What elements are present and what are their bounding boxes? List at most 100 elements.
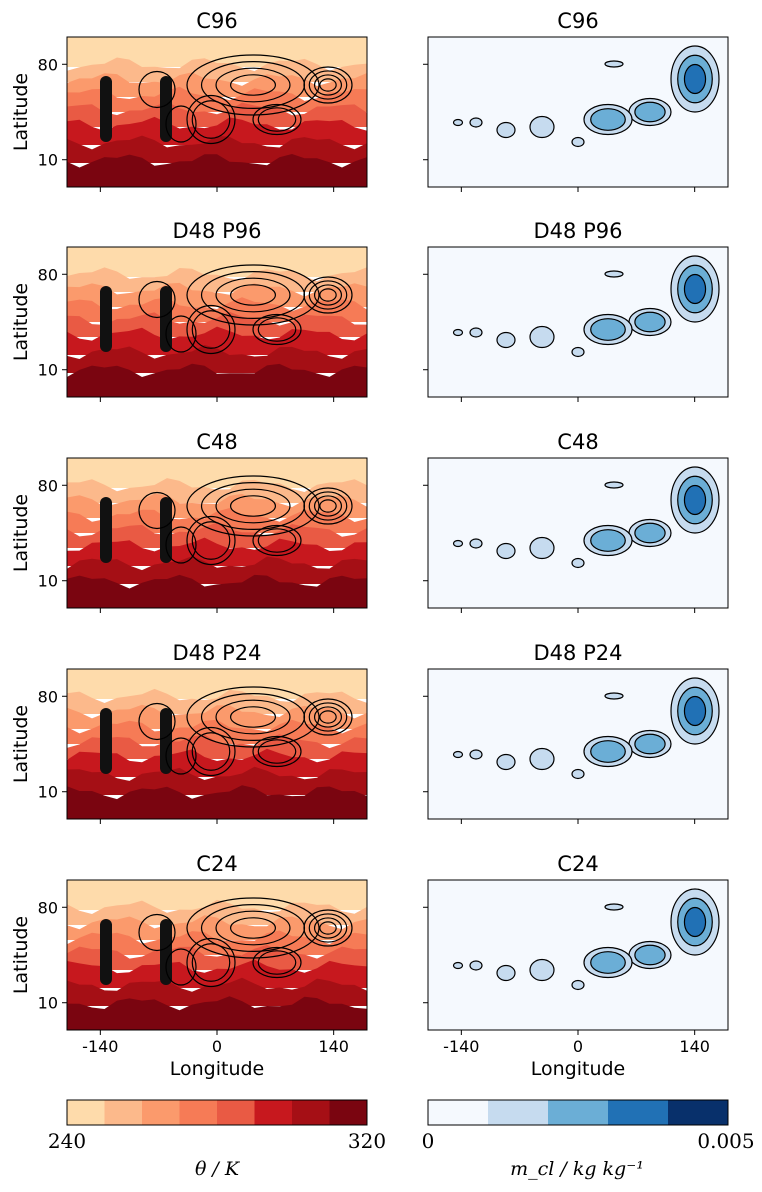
theta-fill-band <box>67 363 367 397</box>
theta-contour-line <box>191 310 231 349</box>
panel-title: C96 <box>196 9 237 33</box>
theta-contour-line <box>257 950 297 975</box>
mcl-contour-region <box>634 522 666 544</box>
theta-contour-line <box>308 70 348 100</box>
theta-contour-line <box>257 528 297 553</box>
theta-contour-line <box>215 699 291 735</box>
theta-contour-line <box>319 288 337 302</box>
mcl-contour-region <box>683 906 707 938</box>
theta-contour-line <box>257 317 297 342</box>
theta-colorbar-swatch <box>142 1100 180 1125</box>
theta-contour-line <box>229 706 277 728</box>
mcl-contour-region <box>529 958 555 982</box>
panel-title: C96 <box>557 9 598 33</box>
panel-mcl-0: C96 <box>423 9 729 192</box>
y-axis-label: Latitude <box>10 705 32 783</box>
theta-contour-line <box>313 495 343 517</box>
theta-contour-line <box>229 74 277 96</box>
theta-contour-line <box>229 284 277 306</box>
theta-contour-line <box>138 702 176 741</box>
theta-fill-band <box>67 748 367 777</box>
theta-contour-line <box>138 280 176 319</box>
mcl-contour-region <box>571 979 585 991</box>
theta-vortex-column <box>100 497 112 563</box>
panel-title: D48 P96 <box>173 219 262 243</box>
mcl-contour-region <box>590 740 626 763</box>
theta-fill-band <box>67 959 367 988</box>
theta-contour-line <box>252 735 302 768</box>
theta-colorbar-swatch <box>254 1100 293 1125</box>
mcl-contour-region <box>452 328 464 337</box>
theta-colorbar <box>66 1099 368 1126</box>
theta-fill-band <box>67 930 367 955</box>
theta-contour-line <box>215 277 291 313</box>
panel-title: C24 <box>196 852 237 876</box>
theta-contour-line <box>186 937 236 988</box>
theta-contour-line <box>319 499 337 513</box>
panel-theta-4: C24 80 10 -140 0 140 Latitude Longitude <box>10 852 368 1080</box>
y-tick-label: 80 <box>38 898 58 917</box>
mcl-contour-region <box>683 63 707 95</box>
y-tick-label: 10 <box>38 783 58 802</box>
mcl-contour-region <box>604 60 624 68</box>
theta-contour-line <box>186 726 236 777</box>
panel-title: C48 <box>196 430 237 454</box>
theta-fill-band <box>67 574 367 608</box>
theta-contour-line <box>229 917 277 939</box>
theta-contour-line <box>313 706 343 728</box>
theta-fill-band <box>67 766 367 795</box>
theta-contour-line <box>303 487 353 525</box>
panel-title: D48 P24 <box>173 641 262 665</box>
theta-contour-line <box>165 105 197 143</box>
y-tick-label: 10 <box>38 151 58 170</box>
theta-colorbar-min-label: 240 <box>48 1129 86 1153</box>
theta-fill-band <box>67 86 367 112</box>
x-tick-label: 140 <box>679 1037 710 1056</box>
mcl-contour-region <box>496 121 516 139</box>
mcl-contour-region <box>469 960 483 971</box>
mcl-contour-region <box>496 542 516 560</box>
mcl-contour-region <box>604 481 624 489</box>
y-tick-label: 10 <box>38 361 58 380</box>
y-axis-label: Latitude <box>10 494 32 572</box>
theta-vortex-column <box>100 919 112 985</box>
mcl-contour-region <box>529 536 555 560</box>
panel-title: D48 P96 <box>534 219 623 243</box>
theta-contour-line <box>191 100 231 139</box>
mcl-contour-region <box>529 747 555 771</box>
y-axis-label: Latitude <box>10 283 32 361</box>
theta-contour-line <box>215 488 291 524</box>
theta-fill-band <box>67 977 367 1006</box>
mcl-colorbar-swatch <box>548 1100 609 1125</box>
theta-contour-line <box>186 515 236 566</box>
mcl-colorbar-max-label: 0.005 <box>697 1129 754 1153</box>
panel-mcl-2: C48 <box>423 430 729 613</box>
theta-fill-band <box>67 282 367 307</box>
theta-fill-band <box>67 154 367 187</box>
theta-fill-band <box>67 458 367 488</box>
theta-contour-line <box>252 524 302 557</box>
mcl-contour-region <box>604 270 624 278</box>
mcl-contour-region <box>469 327 483 338</box>
panel-theta-2: C48 80 10 Latitude <box>10 430 368 613</box>
y-axis-label: Latitude <box>10 916 32 994</box>
mcl-contour-region <box>469 538 483 549</box>
theta-contour-line <box>257 739 297 764</box>
theta-fill-band <box>67 72 367 97</box>
mcl-colorbar-swatch <box>488 1100 549 1125</box>
theta-contour-line <box>215 67 291 103</box>
x-tick-label: -140 <box>82 1037 118 1056</box>
theta-fill-band <box>67 101 367 127</box>
theta-contour-line <box>186 897 320 959</box>
theta-contour-line <box>308 702 348 732</box>
panel-mcl-4: C24 -140 0 140 Longitude <box>423 852 729 1080</box>
panel-mcl-3: D48 P24 <box>423 641 729 824</box>
theta-vortex-column <box>160 919 172 985</box>
mcl-contour-region <box>469 117 483 128</box>
theta-contour-line <box>257 107 297 132</box>
theta-contour-line <box>319 78 337 92</box>
mcl-contour-region <box>571 768 585 780</box>
theta-contour-line <box>191 943 231 982</box>
mcl-contour-region <box>571 557 585 569</box>
